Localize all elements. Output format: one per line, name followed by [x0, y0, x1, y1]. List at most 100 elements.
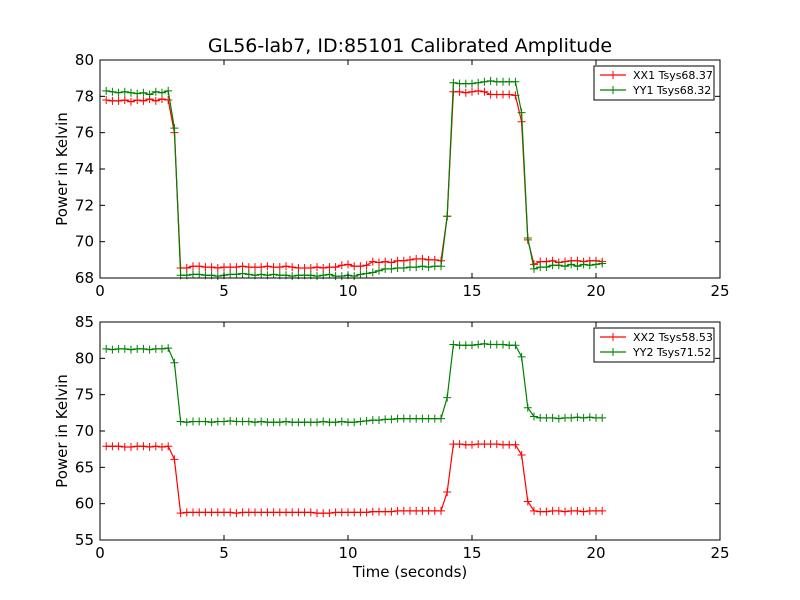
data-point [331, 263, 340, 272]
data-point [319, 264, 328, 273]
data-point [523, 497, 532, 506]
x-tick-label: 15 [462, 544, 481, 562]
data-point [207, 263, 216, 272]
data-point [474, 86, 483, 95]
data-point [511, 440, 520, 449]
data-point [387, 264, 396, 273]
legend-marker [609, 348, 617, 356]
data-point [443, 212, 452, 221]
data-point [164, 86, 173, 95]
data-point [554, 506, 563, 515]
data-point [127, 97, 135, 106]
x-tick-label: 20 [586, 282, 605, 300]
data-point [486, 76, 495, 85]
y-tick-label: 80 [75, 349, 94, 367]
data-point [337, 417, 346, 426]
data-point [139, 442, 148, 451]
data-point [176, 417, 185, 426]
x-tick-label: 25 [710, 544, 729, 562]
data-point [356, 270, 365, 279]
legend-marker [609, 86, 617, 94]
data-point [455, 87, 464, 96]
data-point [257, 263, 266, 272]
x-tick-label: 10 [338, 282, 357, 300]
data-point [523, 403, 532, 412]
data-point [530, 412, 538, 421]
x-axis-label: Time (seconds) [352, 563, 468, 581]
data-point [468, 440, 476, 449]
x-tick-label: 15 [462, 282, 481, 300]
data-point [282, 262, 290, 271]
data-point [182, 264, 191, 273]
data-point [598, 413, 607, 422]
data-point [368, 257, 377, 266]
data-point [127, 88, 135, 97]
data-point [120, 344, 129, 353]
y-tick-label: 70 [75, 233, 94, 251]
data-point [406, 255, 414, 264]
data-point [238, 269, 247, 278]
legend-entry: YY2 Tsys71.52 [632, 346, 711, 359]
data-point [561, 507, 569, 516]
data-point [598, 506, 607, 515]
data-point [530, 506, 538, 515]
data-point [375, 416, 383, 425]
data-point [381, 257, 390, 266]
data-point [449, 340, 458, 349]
data-point [313, 263, 321, 272]
data-point [399, 256, 408, 265]
data-point [418, 254, 427, 263]
legend: XX1 Tsys68.37 YY1 Tsys68.32 [593, 65, 715, 101]
data-point [356, 417, 365, 426]
data-point [362, 508, 371, 517]
data-point [437, 262, 445, 271]
data-point [523, 234, 532, 243]
data-point [170, 455, 179, 464]
data-point [263, 262, 272, 271]
data-point [319, 417, 328, 426]
data-point [151, 87, 160, 96]
data-point [499, 340, 507, 349]
y-axis-label: Power in Kelvin [53, 374, 71, 488]
data-point [151, 96, 160, 105]
data-point [226, 508, 235, 517]
data-point [213, 264, 222, 273]
data-point [244, 270, 253, 279]
y-tick-label: 85 [75, 313, 94, 331]
data-point [437, 506, 445, 515]
data-point [579, 507, 588, 516]
data-point [468, 341, 476, 350]
data-point [288, 272, 297, 281]
y-tick-label: 60 [75, 495, 94, 513]
data-point [145, 442, 154, 451]
legend-marker [609, 71, 617, 79]
data-point [573, 413, 582, 422]
data-point [238, 262, 247, 271]
data-point [443, 393, 452, 402]
data-point [145, 90, 154, 99]
data-point [511, 341, 520, 350]
data-point [220, 417, 228, 426]
data-point [120, 95, 129, 104]
data-point [542, 507, 551, 516]
legend-entry: YY1 Tsys68.32 [632, 84, 711, 97]
data-point [145, 345, 154, 354]
data-point [412, 263, 421, 272]
data-point [139, 344, 148, 353]
data-point [399, 264, 408, 273]
data-point [337, 272, 346, 281]
data-point [232, 263, 241, 272]
data-point [269, 270, 278, 279]
data-point [542, 263, 551, 272]
data-point [567, 260, 576, 269]
data-point [480, 339, 489, 348]
data-point [517, 450, 526, 459]
data-point [275, 263, 284, 272]
legend-entry: XX1 Tsys68.37 [633, 69, 713, 82]
data-point [325, 509, 334, 518]
bottom-plot: 0 5 10 15 20 25 55 60 65 70 75 80 85 Power in Kelvin T… [53, 313, 730, 581]
data-point [139, 88, 148, 97]
data-point [579, 260, 588, 269]
data-point [350, 418, 359, 427]
